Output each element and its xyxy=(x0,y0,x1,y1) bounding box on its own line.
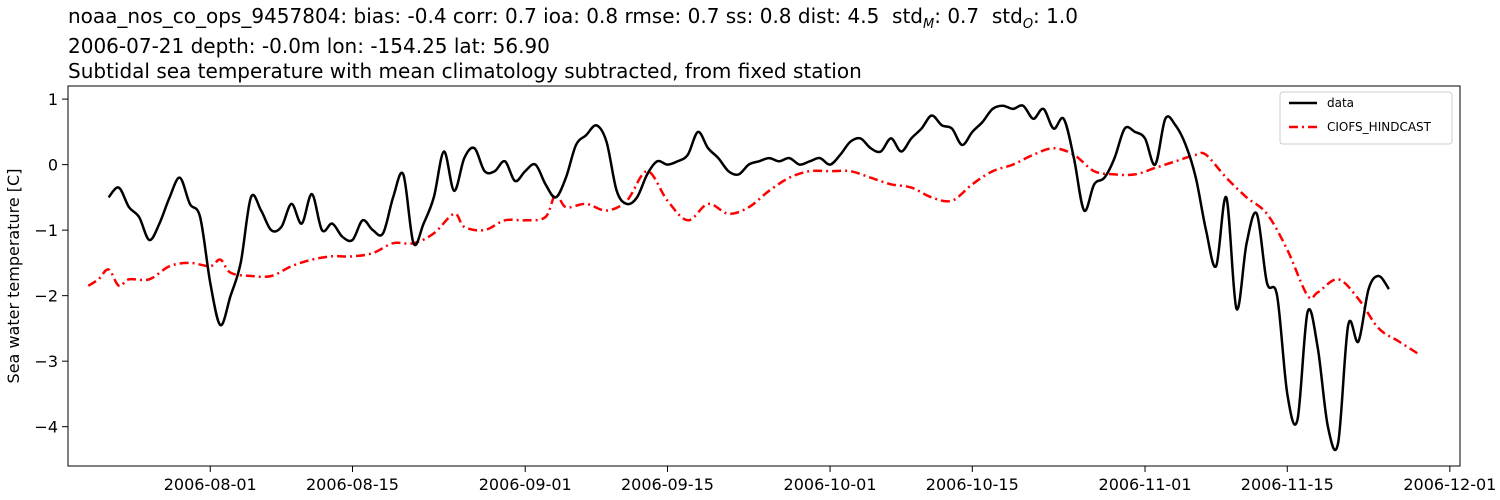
series-line-ciofs-hindcast xyxy=(87,146,1421,356)
y-tick-label: −4 xyxy=(34,418,58,437)
legend: data CIOFS_HINDCAST xyxy=(1279,91,1453,145)
series-line-data xyxy=(107,104,1390,452)
y-tick-label: −1 xyxy=(34,221,58,240)
y-tick-label: 1 xyxy=(48,90,58,109)
x-tick-label: 2006-10-15 xyxy=(926,475,1019,494)
x-tick-label: 2006-08-15 xyxy=(306,475,399,494)
series-layer xyxy=(87,104,1421,452)
plot-frame xyxy=(67,85,1461,467)
x-tick-label: 2006-12-01 xyxy=(1403,475,1496,494)
chart-title-line-3: Subtidal sea temperature with mean clima… xyxy=(68,59,862,83)
y-axis: 1 0 −1 −2 −3 −4 xyxy=(34,90,68,437)
legend-label-ciofs: CIOFS_HINDCAST xyxy=(1327,120,1432,134)
chart-title-line-1: noaa_nos_co_ops_9457804: bias: -0.4 corr… xyxy=(68,4,1078,32)
x-tick-label: 2006-11-15 xyxy=(1241,475,1334,494)
x-axis: 2006-08-01 2006-08-15 2006-09-01 2006-09-15… xyxy=(164,466,1496,494)
std-m-label: stdM: 0.7 xyxy=(892,4,980,32)
x-tick-label: 2006-08-01 xyxy=(164,475,257,494)
x-tick-label: 2006-11-01 xyxy=(1099,475,1192,494)
x-tick-label: 2006-09-15 xyxy=(621,475,714,494)
x-tick-label: 2006-10-01 xyxy=(784,475,877,494)
y-tick-label: −2 xyxy=(34,287,58,306)
y-axis-label: Sea water temperature [C] xyxy=(4,169,23,384)
chart-title-line-2: 2006-07-21 depth: -0.0m lon: -154.25 lat… xyxy=(68,34,550,58)
std-o-label: stdO: 1.0 xyxy=(991,4,1078,32)
x-tick-label: 2006-09-01 xyxy=(479,475,572,494)
legend-label-data: data xyxy=(1327,96,1354,110)
y-tick-label: −3 xyxy=(34,352,58,371)
legend-box xyxy=(1279,91,1453,145)
y-tick-label: 0 xyxy=(48,156,58,175)
